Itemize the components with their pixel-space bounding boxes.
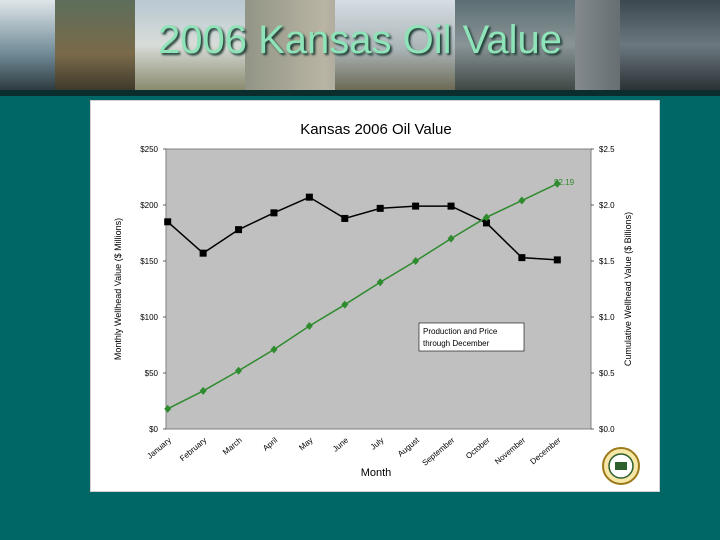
left-tick-label: $200 — [140, 201, 158, 210]
monthly-value-point — [376, 204, 384, 212]
series-layer — [164, 179, 561, 413]
monthly-value-point — [235, 226, 243, 234]
grain-elevator-photo — [135, 0, 245, 90]
left-tick-label: $100 — [140, 313, 158, 322]
gas-pump-photo — [0, 0, 55, 90]
x-tick-label: September — [421, 435, 457, 467]
monthly-value-point — [553, 256, 561, 264]
cumulative-value-point — [447, 234, 455, 243]
x-tick-label: November — [493, 435, 527, 466]
tractor-photo — [55, 0, 135, 90]
x-tick-label: August — [396, 435, 421, 458]
right-tick-label: $0.5 — [599, 369, 615, 378]
note-line-1: Production and Price — [423, 327, 498, 336]
x-tick-label: February — [178, 436, 208, 463]
kansas-seal-logo — [602, 447, 640, 485]
refinery-photo — [455, 0, 575, 90]
right-tick-label: $1.5 — [599, 257, 615, 266]
chart-panel: Kansas 2006 Oil Value $0 $50 $100 $150 $200 $… — [90, 100, 660, 492]
monthly-value-point — [305, 193, 313, 201]
cumulative-value-point — [553, 179, 561, 188]
drilling-rig-photo — [620, 0, 720, 90]
chart-title: Kansas 2006 Oil Value — [300, 121, 452, 138]
left-axis-ticks: $0 $50 $100 $150 $200 $250 — [140, 145, 166, 434]
cumulative-value-point — [412, 257, 420, 265]
x-tick-label: May — [297, 436, 314, 453]
right-tick-label: $2.0 — [599, 201, 615, 210]
banner-divider — [0, 90, 720, 96]
y-axis-right-title: Cumulative Wellhead Value ($ Billions) — [623, 212, 633, 366]
oil-value-chart: Kansas 2006 Oil Value $0$50$100$150$200$… — [113, 121, 640, 485]
header-photo-banner — [0, 0, 720, 90]
plot-area — [165, 148, 592, 430]
cumulative-value-point — [341, 300, 349, 309]
monthly-value-point — [270, 209, 278, 217]
monthly-value-point — [518, 254, 526, 262]
note-box: Production and Price through December — [418, 322, 525, 352]
x-tick-label: March — [221, 436, 244, 457]
cumulative-value-point — [164, 404, 172, 413]
y-axis-left-title: Monthly Wellhead Value ($ Millions) — [113, 218, 123, 360]
monthly-value-point — [341, 214, 349, 222]
right-tick-label: $0.0 — [599, 425, 615, 434]
left-tick-label: $250 — [140, 145, 158, 154]
cumulative-value-point — [376, 278, 384, 287]
right-axis-ticks: $0.0 $0.5 $1.0 $1.5 $2.0 $2.5 — [591, 145, 615, 434]
cumulative-value-point — [235, 366, 243, 375]
cumulative-value-point — [270, 345, 278, 354]
x-tick-label: December — [529, 435, 563, 466]
cumulative-value-point — [518, 196, 526, 205]
pumpjack-photo — [335, 0, 455, 90]
note-line-2: through December — [423, 339, 490, 348]
left-tick-label: $150 — [140, 257, 158, 266]
slide-title: 2006 Kansas Oil Value — [158, 18, 562, 62]
x-tick-label: June — [331, 435, 350, 453]
x-tick-label: April — [261, 436, 279, 453]
cumulative-value-point — [305, 321, 313, 330]
x-axis-ticks: January February March April May June July Augu… — [145, 435, 562, 468]
right-tick-label: $2.5 — [599, 145, 615, 154]
left-tick-label: $0 — [149, 425, 158, 434]
right-tick-label: $1.0 — [599, 313, 615, 322]
x-tick-label: October — [464, 435, 492, 460]
monthly-value-point — [199, 249, 207, 257]
monthly-value-point — [164, 218, 172, 226]
x-tick-label: January — [145, 436, 173, 461]
cumulative-value-point — [199, 386, 207, 395]
x-tick-label: July — [369, 436, 386, 452]
end-value-label: $2.19 — [554, 178, 575, 187]
cumulative-value-line — [167, 183, 558, 410]
x-axis-title: Month — [361, 467, 392, 479]
monthly-value-line — [167, 196, 558, 261]
cumulative-value-point — [482, 213, 490, 222]
monthly-value-point — [412, 202, 420, 210]
monthly-value-point — [447, 202, 455, 210]
monthly-value-point — [482, 219, 490, 227]
left-tick-label: $50 — [145, 369, 159, 378]
